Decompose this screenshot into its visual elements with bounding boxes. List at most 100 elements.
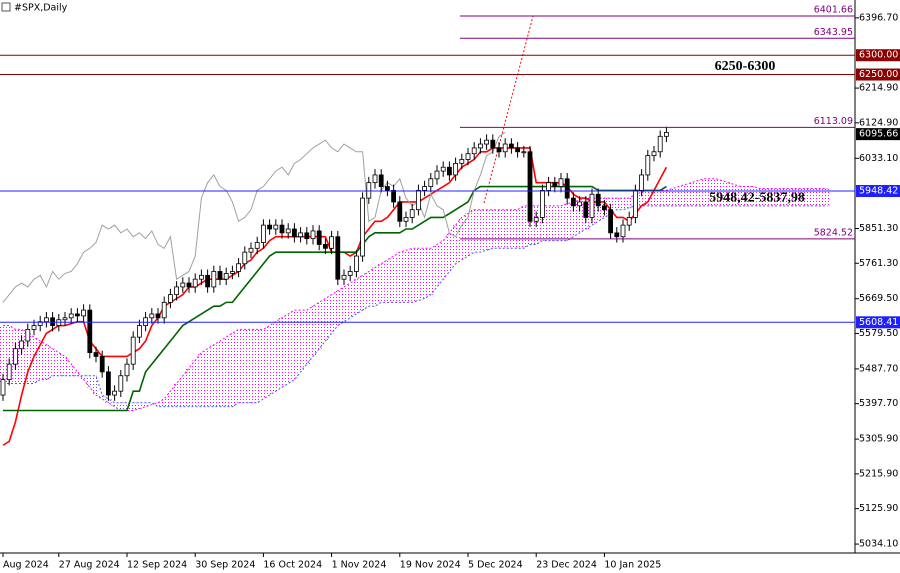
cloud-bar [452, 225, 459, 264]
x-tick-label: 1 Nov 2024 [332, 560, 387, 571]
candle-body [465, 153, 471, 160]
candle-body [595, 193, 601, 207]
candle-body [428, 178, 434, 187]
cloud-bar [130, 402, 137, 411]
candle-body [285, 228, 291, 234]
cloud-bar [192, 360, 199, 407]
candle-body [403, 217, 409, 222]
cloud-bar [626, 198, 633, 208]
cloud-bar [49, 348, 56, 376]
candle-body [149, 313, 155, 319]
cloud-bar [334, 290, 341, 326]
cloud-bar [768, 188, 775, 206]
cloud-bar [347, 283, 354, 318]
cloud-bar [223, 337, 230, 407]
candle-body [19, 340, 25, 350]
fib-label: 6113.09 [814, 116, 853, 127]
cloud-bar [514, 209, 521, 249]
cloud-bar [669, 188, 676, 206]
candle-body [434, 170, 440, 180]
candle-body [378, 174, 384, 187]
level-label: 5608.41 [859, 317, 898, 328]
candle-body [161, 301, 167, 319]
candle-body [174, 286, 180, 296]
candle-body [180, 282, 186, 288]
cloud-bar [6, 325, 13, 384]
level-box [856, 184, 900, 197]
x-tick-label: Aug 2024 [3, 560, 49, 571]
candle-body [229, 271, 235, 274]
cloud-bar [371, 267, 379, 307]
candle-body [62, 317, 68, 321]
candle-body [415, 189, 421, 211]
level-label: 6250.00 [859, 69, 898, 80]
candle-body [422, 186, 428, 191]
cloud-bar [266, 325, 273, 396]
candle-body [602, 205, 607, 211]
candle-body [298, 232, 304, 238]
candle-body [608, 209, 613, 234]
candle-body [471, 147, 477, 155]
candle-body [322, 244, 328, 249]
cloud-bar [477, 209, 484, 253]
candle-body [490, 139, 496, 149]
cloud-bar [43, 344, 50, 380]
candle-body [409, 209, 415, 218]
cloud-bar [402, 250, 410, 303]
candle-body [477, 143, 483, 149]
candle-body [155, 313, 161, 319]
trend-line [483, 15, 534, 204]
candle-body [589, 193, 595, 218]
cloud-bar [359, 275, 366, 311]
cloud-bar [520, 205, 527, 249]
cloud-bar [712, 178, 720, 206]
candle-body [366, 182, 372, 199]
cloud-bar [80, 375, 87, 380]
cloud-bar [787, 188, 794, 206]
cloud-bar [204, 348, 211, 407]
cloud-bar [700, 178, 707, 206]
cloud-bar [805, 188, 813, 206]
candle-body [12, 348, 18, 365]
cloud-bar [272, 321, 279, 392]
candle-body [68, 313, 74, 319]
cloud-bar [74, 371, 81, 376]
cloud-bar [812, 188, 819, 206]
level-label: 6300.00 [859, 50, 898, 61]
cloud-bar [136, 402, 143, 409]
candle-body [502, 143, 508, 153]
y-tick-label: 6124.90 [859, 117, 898, 128]
candle-body [521, 151, 527, 154]
candle-body [124, 363, 130, 377]
title-icon [1, 2, 11, 12]
cloud-bar [706, 178, 713, 206]
candle-body [192, 278, 198, 288]
cloud-bar [384, 259, 391, 303]
x-tick-label: 23 Dec 2024 [536, 560, 597, 571]
cloud-bar [725, 182, 732, 206]
cloud-bar [650, 190, 658, 206]
candle-body [341, 274, 347, 280]
y-tick-label: 5487.70 [859, 363, 898, 374]
y-tick-label: 5579.50 [859, 328, 898, 339]
candle-body [217, 271, 223, 280]
cloud-bar [409, 248, 416, 303]
candle-body [329, 236, 335, 249]
cloud-bar [737, 186, 744, 206]
candle-body [211, 271, 217, 288]
cloud-bar [675, 186, 682, 206]
cloud-bar [681, 184, 689, 206]
candle-body [546, 182, 551, 191]
cloud-bar [440, 240, 447, 280]
cloud-bar [247, 329, 255, 403]
candle-body [273, 224, 279, 230]
cloud-bar [291, 310, 298, 380]
candle-body [651, 151, 657, 157]
x-tick-label: 19 Nov 2024 [400, 560, 461, 571]
candle-body [81, 309, 86, 317]
cloud-bar [818, 188, 825, 206]
indicator-line [2, 132, 506, 303]
cloud-bar [638, 192, 645, 206]
candle-body [50, 317, 55, 326]
